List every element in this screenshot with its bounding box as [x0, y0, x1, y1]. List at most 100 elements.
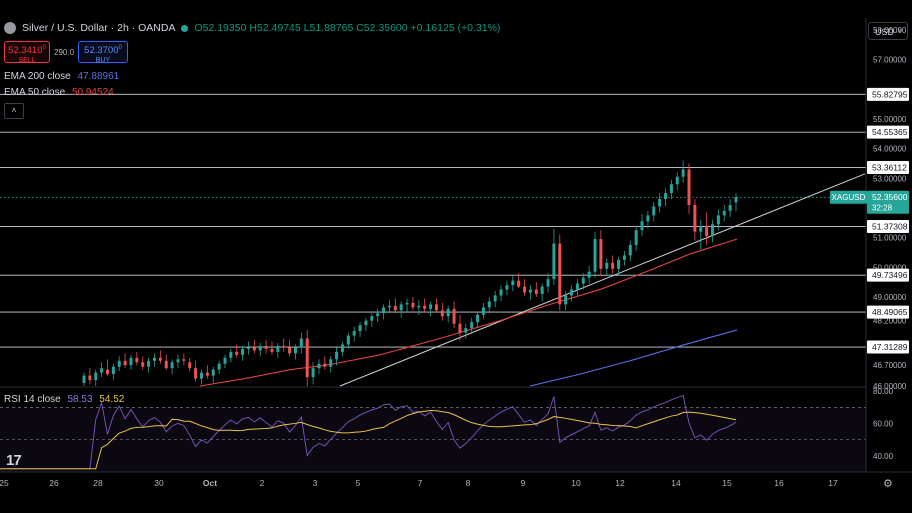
candle	[305, 329, 309, 386]
price-tick: 58.00000	[873, 26, 907, 35]
tradingview-logo: 17	[6, 452, 22, 469]
candle	[223, 354, 227, 369]
rsi-pane	[0, 394, 866, 473]
candle	[658, 193, 662, 213]
candle	[94, 369, 98, 386]
candle	[570, 285, 574, 302]
candlesticks	[82, 160, 738, 386]
candle-body	[117, 360, 121, 367]
candle-body	[699, 225, 703, 232]
ema-lines	[199, 238, 738, 387]
candle-body	[570, 289, 574, 296]
price-tick: 57.00000	[873, 56, 907, 65]
candle	[675, 172, 679, 191]
rsi-legend[interactable]: RSI 14 close 58.53 54.52	[4, 394, 124, 405]
candle-body	[382, 307, 386, 314]
candle	[699, 219, 703, 250]
candle-body	[293, 347, 297, 354]
price-tick: 51.00000	[873, 234, 907, 243]
buy-price-sup: 0	[118, 45, 122, 51]
last-price-bg	[867, 190, 909, 214]
candle	[470, 317, 474, 335]
buy-price: 52.3700	[84, 45, 119, 57]
price-tick: 50.00000	[873, 263, 907, 272]
candle	[340, 341, 344, 357]
candle-body	[558, 243, 562, 305]
candle-body	[687, 169, 691, 205]
ema50-line	[199, 238, 738, 387]
level-tag: 54.55365	[872, 127, 908, 137]
candle	[575, 279, 579, 296]
chevron-down-icon: ˅	[897, 28, 902, 35]
candle-body	[147, 360, 151, 367]
ohlc-open: O52.19350	[194, 22, 247, 34]
candle-body	[358, 325, 362, 332]
candle	[346, 332, 350, 349]
candle	[722, 204, 726, 222]
candle	[646, 210, 650, 229]
candle-body	[546, 279, 550, 287]
ema200-legend[interactable]: EMA 200 close 47.88961	[4, 71, 119, 82]
last-price-countdown: 32:28	[872, 203, 893, 212]
rsi-value: 58.53	[67, 394, 93, 405]
candle	[728, 199, 732, 217]
horizontal-levels	[0, 93, 866, 348]
candle-body	[364, 320, 368, 326]
candle	[634, 225, 638, 251]
candle-body	[593, 239, 597, 272]
candle	[158, 350, 162, 364]
candle-body	[158, 357, 162, 361]
candle-body	[211, 369, 215, 376]
candle-body	[528, 289, 532, 293]
candle-body	[335, 351, 339, 360]
candle	[170, 359, 174, 375]
candle-body	[517, 280, 521, 287]
candle	[352, 326, 356, 342]
candle-body	[346, 335, 350, 345]
candle	[299, 332, 303, 354]
level-tag-bg	[867, 125, 909, 139]
candle	[681, 160, 685, 183]
ohlc-low: L51.88765	[303, 22, 354, 34]
candle-body	[581, 277, 585, 284]
buy-button[interactable]: 52.37000 BUY	[78, 41, 128, 64]
last-price-symbol: XAGUSD	[832, 193, 866, 202]
candle	[176, 354, 180, 369]
candle	[552, 228, 556, 286]
symbol-title[interactable]: Silver / U.S. Dollar · 2h · OANDA	[22, 22, 176, 34]
candle	[587, 265, 591, 284]
candle	[669, 179, 673, 200]
candle-body	[452, 308, 456, 324]
candle	[687, 163, 691, 214]
sell-button[interactable]: 52.34100 SELL	[4, 41, 50, 64]
candle-body	[111, 366, 115, 375]
ema50-legend[interactable]: EMA 50 close 50.94524	[4, 87, 114, 98]
time-tick: 12	[615, 478, 625, 488]
candle-body	[340, 344, 344, 352]
price-axis: 58.00000 57.00000 55.00000 54.00000 53.00000…	[873, 26, 907, 391]
level-tag: 55.82795	[872, 89, 908, 99]
candle-body	[429, 304, 433, 309]
candle-body	[88, 375, 92, 381]
ohlc-change: +0.16125 (+0.31%)	[410, 22, 501, 34]
level-tag-bg	[867, 340, 909, 354]
candle-body	[135, 357, 139, 363]
spread-value: 290.0	[54, 47, 75, 57]
rsi-ma-line	[0, 410, 737, 470]
candle	[605, 258, 609, 277]
time-tick: 14	[671, 478, 681, 488]
rsi-tick: 40.00	[873, 452, 894, 461]
currency-selector[interactable]: USD ˅	[868, 22, 908, 40]
candle-body	[681, 169, 685, 177]
settings-gear-icon[interactable]: ⚙	[883, 478, 893, 490]
candle	[564, 291, 568, 311]
rsi-axis: 80.00 60.00 40.00	[873, 387, 894, 461]
collapse-legend-button[interactable]: ˄	[4, 103, 24, 119]
candle-body	[628, 245, 632, 256]
candle	[505, 280, 509, 296]
candle-body	[552, 243, 556, 280]
candle	[105, 359, 109, 376]
ohlc-high: H52.49745	[249, 22, 301, 34]
candle-body	[587, 271, 591, 278]
